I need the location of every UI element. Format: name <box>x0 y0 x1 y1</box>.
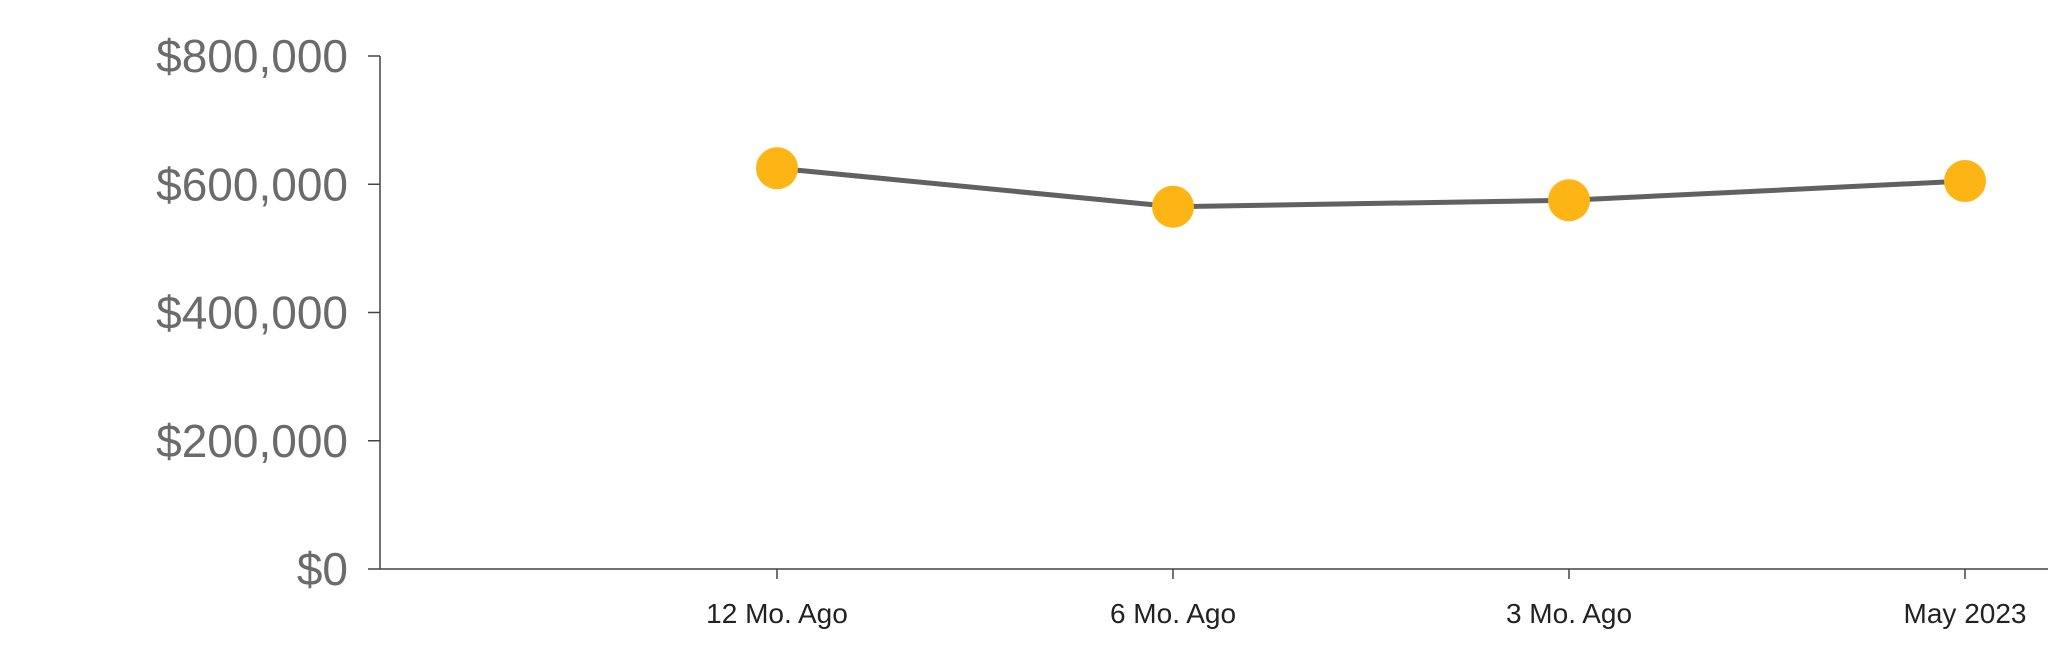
data-point <box>756 147 798 190</box>
x-tick-label: 12 Mo. Ago <box>706 598 848 629</box>
y-tick-label: $800,000 <box>156 30 348 82</box>
series-layer <box>756 147 1986 228</box>
y-axis: $0 $200,000 $400,000 $600,000 $800,000 <box>156 30 381 595</box>
y-tick-label: $0 <box>297 543 348 595</box>
x-tick-label: May 2023 <box>1904 598 2027 629</box>
y-tick-label: $600,000 <box>156 158 348 210</box>
data-point <box>1548 179 1590 222</box>
data-point <box>1944 160 1986 203</box>
series-line <box>774 165 1968 210</box>
y-tick-label: $400,000 <box>156 287 348 339</box>
x-tick-label: 3 Mo. Ago <box>1506 598 1632 629</box>
x-axis: 12 Mo. Ago 6 Mo. Ago 3 Mo. Ago May 2023 <box>380 568 2048 629</box>
x-tick-label: 6 Mo. Ago <box>1110 598 1236 629</box>
y-tick-label: $200,000 <box>156 415 348 467</box>
data-point <box>1152 185 1194 228</box>
